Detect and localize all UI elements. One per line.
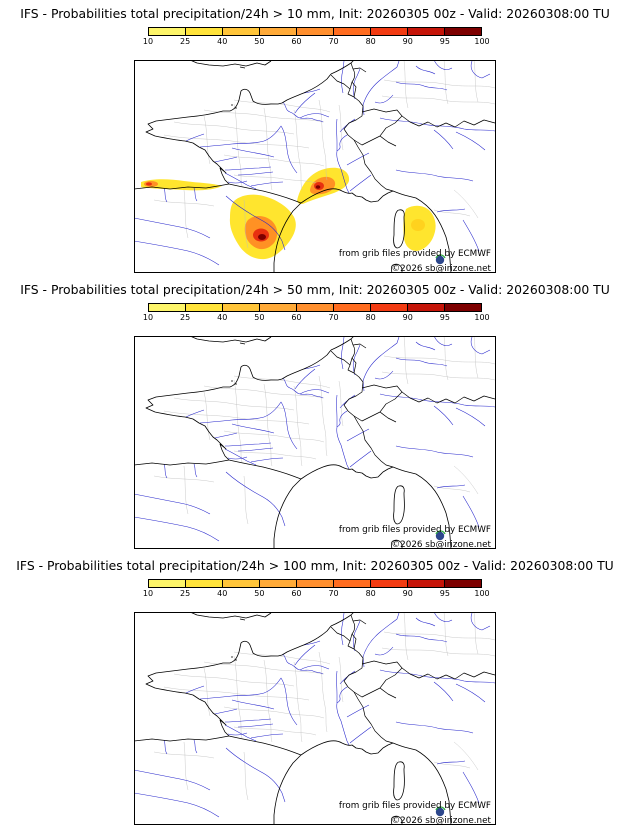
colorbar-tick-label: 60	[291, 313, 302, 322]
colorbar-cell	[149, 304, 186, 311]
colorbar-cell	[445, 304, 481, 311]
prob-core-spain-red	[146, 182, 152, 186]
colorbar-cell	[297, 28, 334, 35]
prob-core-pyrenees-darkred	[258, 234, 266, 240]
colorbar-tick-label: 90	[402, 313, 413, 322]
colorbar-cell	[186, 580, 223, 587]
colorbar-tick-label: 70	[328, 589, 339, 598]
colorbar: 10 25 40 50 60 70 80 90 95 100	[143, 579, 490, 600]
colorbar-cell	[297, 304, 334, 311]
colorbar-cell	[149, 580, 186, 587]
colorbar-cell	[186, 28, 223, 35]
grib-credit-text: from grib files provided by ECMWF	[339, 525, 491, 535]
colorbar-cell	[371, 28, 408, 35]
colorbar-cell	[408, 28, 445, 35]
colorbar-tick-label: 90	[402, 589, 413, 598]
panel-title: IFS - Probabilities total precipitation/…	[16, 558, 614, 573]
colorbar-cell	[149, 28, 186, 35]
colorbar-cell	[223, 580, 260, 587]
colorbar-tick-label: 80	[365, 37, 376, 46]
colorbar-cell	[260, 28, 297, 35]
colorbar-cell	[334, 28, 371, 35]
colorbar-cell	[445, 580, 481, 587]
colorbar-cells	[148, 27, 482, 36]
colorbar-cell	[371, 580, 408, 587]
colorbar-tick-label: 40	[217, 37, 228, 46]
colorbar-cell	[334, 304, 371, 311]
colorbar-labels: 10 25 40 50 60 70 80 90 95 100	[143, 588, 490, 600]
colorbar-tick-label: 95	[439, 589, 450, 598]
colorbar-tick-label: 40	[217, 313, 228, 322]
colorbar-tick-label: 10	[142, 589, 154, 598]
colorbar-tick-label: 25	[180, 589, 191, 598]
colorbar-tick-label: 80	[365, 313, 376, 322]
colorbar-cell	[334, 580, 371, 587]
colorbar-tick-label: 25	[180, 37, 191, 46]
grib-credit-text: from grib files provided by ECMWF	[339, 249, 491, 259]
colorbar-tick-label: 95	[439, 37, 450, 46]
colorbar-tick-label: 60	[291, 589, 302, 598]
colorbar-tick-label: 90	[402, 37, 413, 46]
colorbar-cell	[223, 28, 260, 35]
colorbar-labels: 10 25 40 50 60 70 80 90 95 100	[143, 36, 490, 48]
panel-precip-50mm: IFS - Probabilities total precipitation/…	[0, 276, 630, 552]
irizone-logo	[435, 806, 446, 817]
colorbar-tick-label: 10	[142, 313, 154, 322]
colorbar-tick-label: 40	[217, 589, 228, 598]
prob-core-med-sea-deepyellow	[411, 219, 425, 231]
colorbar-tick-label: 50	[254, 313, 265, 322]
colorbar-tick-label: 60	[291, 37, 302, 46]
precip-probability-overlay	[141, 167, 436, 260]
precipitation-map: from grib files provided by ECMWF ©2026 …	[134, 336, 496, 549]
precipitation-map: from grib files provided by ECMWF ©2026 …	[134, 60, 496, 273]
colorbar-labels: 10 25 40 50 60 70 80 90 95 100	[143, 312, 490, 324]
colorbar-tick-label: 100	[474, 313, 490, 322]
copyright-text: ©2026 sb@irizone.net	[391, 264, 491, 273]
colorbar-tick-label: 100	[474, 37, 490, 46]
colorbar: 10 25 40 50 60 70 80 90 95 100	[143, 303, 490, 324]
colorbar-tick-label: 50	[254, 589, 265, 598]
irizone-logo	[435, 254, 446, 265]
colorbar-tick-label: 70	[328, 313, 339, 322]
panel-precip-10mm: IFS - Probabilities total precipitation/…	[0, 0, 630, 276]
colorbar-tick-label: 100	[474, 589, 490, 598]
colorbar: 10 25 40 50 60 70 80 90 95 100	[143, 27, 490, 48]
colorbar-tick-label: 70	[328, 37, 339, 46]
colorbar-cells	[148, 303, 482, 312]
colorbar-tick-label: 50	[254, 37, 265, 46]
colorbar-tick-label: 80	[365, 589, 376, 598]
colorbar-cell	[223, 304, 260, 311]
irizone-logo	[435, 530, 446, 541]
colorbar-cell	[297, 580, 334, 587]
grib-credit-text: from grib files provided by ECMWF	[339, 801, 491, 811]
panel-title: IFS - Probabilities total precipitation/…	[20, 282, 610, 297]
colorbar-cell	[371, 304, 408, 311]
colorbar-tick-label: 10	[142, 37, 154, 46]
colorbar-cell	[408, 580, 445, 587]
copyright-text: ©2026 sb@irizone.net	[391, 816, 491, 825]
colorbar-cell	[260, 580, 297, 587]
colorbar-cell	[260, 304, 297, 311]
precipitation-map: from grib files provided by ECMWF ©2026 …	[134, 612, 496, 825]
colorbar-cell	[408, 304, 445, 311]
panel-title: IFS - Probabilities total precipitation/…	[20, 6, 610, 21]
colorbar-tick-label: 25	[180, 313, 191, 322]
colorbar-cell	[445, 28, 481, 35]
panel-precip-100mm: IFS - Probabilities total precipitation/…	[0, 552, 630, 828]
colorbar-cells	[148, 579, 482, 588]
prob-core-cevennes-darkred	[315, 185, 321, 189]
colorbar-cell	[186, 304, 223, 311]
colorbar-tick-label: 95	[439, 313, 450, 322]
copyright-text: ©2026 sb@irizone.net	[391, 540, 491, 549]
